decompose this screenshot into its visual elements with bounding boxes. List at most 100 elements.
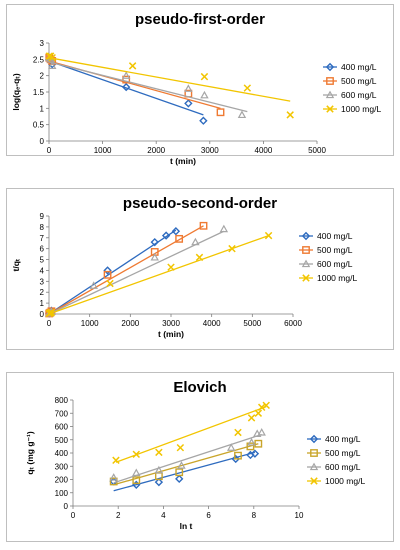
- data-point: [161, 231, 171, 240]
- series-600-mgl: [44, 224, 229, 317]
- x-tick-label: 0: [71, 511, 76, 520]
- series-400-mgl: [45, 227, 181, 318]
- x-tick-label: 10: [295, 511, 304, 520]
- data-point: [254, 409, 263, 417]
- legend-marker: [310, 449, 318, 457]
- data-point: [264, 231, 273, 240]
- y-tick-label: 9: [40, 212, 45, 221]
- data-point: [228, 244, 236, 253]
- y-axis-label: log(qₑ-qₜ): [11, 73, 21, 110]
- y-axis-label: qₜ (mg g⁻¹): [25, 431, 35, 475]
- chart-title: Elovich: [173, 379, 227, 396]
- data-point: [226, 443, 236, 451]
- series-1000-mgl: [45, 52, 294, 119]
- data-point: [234, 451, 242, 460]
- series-1000-mgl: [112, 401, 270, 465]
- data-point: [184, 84, 193, 92]
- data-point: [175, 468, 184, 477]
- x-tick-label: 1000: [81, 319, 99, 328]
- y-tick-label: 2: [40, 288, 45, 297]
- y-tick-label: 1.5: [33, 88, 45, 97]
- y-tick-label: 100: [55, 489, 69, 498]
- y-tick-label: 0: [64, 502, 69, 511]
- y-tick-label: 1: [40, 104, 45, 113]
- x-tick-label: 5000: [308, 146, 326, 155]
- series-1000-mgl: [45, 231, 273, 318]
- legend-marker: [326, 105, 334, 113]
- data-point: [109, 473, 118, 481]
- legend-marker: [309, 462, 319, 471]
- axes: 0 0.5 1 1.5 2 2.5 3 0 1000 2000 3000 4000 5000: [33, 39, 327, 155]
- trend-line: [48, 60, 204, 116]
- y-tick-label: 7: [40, 234, 45, 243]
- data-point: [154, 465, 164, 474]
- legend-marker: [309, 434, 319, 444]
- chart-panel-pseudo-second-order: pseudo-second-order 0 1 2 3 4 5 6 7 8 9 0 1000 2000 3…: [6, 188, 394, 350]
- data-point: [122, 75, 131, 84]
- data-point: [243, 84, 252, 92]
- data-point: [103, 266, 112, 275]
- data-point: [171, 227, 181, 236]
- data-point: [154, 477, 164, 487]
- y-tick-label: 4: [40, 266, 45, 275]
- data-point: [234, 428, 242, 437]
- data-point: [219, 224, 229, 233]
- data-point: [184, 99, 193, 108]
- data-point: [132, 450, 141, 459]
- y-tick-label: 500: [55, 436, 69, 445]
- legend-marker: [302, 274, 310, 282]
- data-point: [176, 443, 185, 452]
- x-tick-label: 0: [47, 146, 52, 155]
- y-tick-label: 0: [40, 137, 45, 146]
- y-tick-label: 0: [40, 310, 45, 319]
- trend-line: [48, 61, 248, 113]
- x-tick-label: 3000: [201, 146, 219, 155]
- legend-entry: 1000 mg/L: [323, 104, 381, 114]
- data-point: [257, 428, 266, 436]
- y-tick-label: 700: [55, 409, 69, 418]
- data-point: [150, 252, 159, 261]
- data-point: [132, 468, 141, 477]
- data-point: [128, 62, 137, 70]
- y-tick-label: 5: [40, 256, 45, 265]
- x-tick-label: 2000: [121, 319, 139, 328]
- legend-entry: 400 mg/L: [299, 231, 353, 241]
- data-point: [121, 71, 131, 79]
- legend-entry: 1000 mg/L: [299, 273, 357, 283]
- legend-marker: [301, 259, 311, 268]
- y-tick-label: 300: [55, 462, 69, 471]
- data-point: [132, 476, 141, 485]
- chart-svg: 0 100 200 300 400 500 600 700 800 0 2 4 6 8 10 ln t qₜ (…: [25, 396, 365, 531]
- x-tick-label: 0: [47, 319, 52, 328]
- legend-label: 400 mg/L: [341, 62, 377, 72]
- series-600-mgl: [109, 428, 266, 484]
- data-point: [150, 237, 159, 247]
- legend-entry: 600 mg/L: [307, 462, 361, 472]
- legend-label: 500 mg/L: [341, 76, 377, 86]
- legend-label: 500 mg/L: [317, 245, 353, 255]
- legend-marker: [326, 77, 334, 85]
- legend-entry: 1000 mg/L: [307, 476, 365, 486]
- legend-entry: 500 mg/L: [307, 448, 361, 458]
- legend-entry: 600 mg/L: [299, 259, 353, 269]
- legend-marker: [301, 231, 311, 241]
- axes: 0 1 2 3 45 6 7 8 9 0 1000 2000 3000 4000 5000 6000: [40, 212, 303, 328]
- chart-panel-elovich: Elovich 0 100 200 300 400 500 600 700 800 0 2 4 6 8 10…: [6, 372, 394, 542]
- x-tick-label: 1000: [94, 146, 112, 155]
- x-tick-label: 4000: [255, 146, 273, 155]
- x-tick-label: 5000: [243, 319, 261, 328]
- data-point: [89, 281, 98, 289]
- x-tick-label: 6000: [284, 319, 302, 328]
- series-500-mgl: [45, 221, 208, 318]
- x-axis-label: t (min): [170, 156, 196, 166]
- chart-title: pseudo-first-order: [134, 11, 265, 28]
- data-point: [48, 53, 56, 62]
- legend-label: 1000 mg/L: [325, 476, 365, 486]
- legend-label: 1000 mg/L: [341, 104, 381, 114]
- legend-entry: 500 mg/L: [323, 76, 377, 86]
- trend-line: [48, 57, 291, 102]
- data-point: [177, 461, 186, 469]
- y-tick-label: 200: [55, 476, 69, 485]
- data-point: [199, 116, 208, 125]
- chart-svg: 0 1 2 3 45 6 7 8 9 0 1000 2000 3000 4000 5000 6000 t (mi…: [11, 212, 357, 339]
